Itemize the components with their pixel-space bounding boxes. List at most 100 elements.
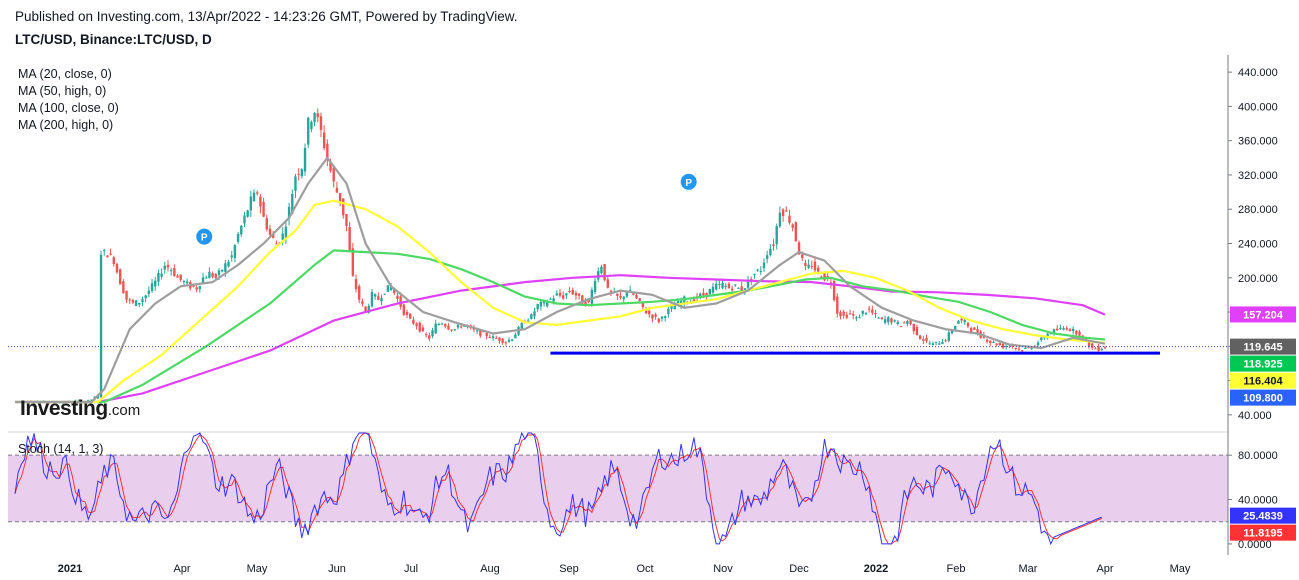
stoch-value-box <box>1230 507 1296 524</box>
candle-body <box>542 300 546 304</box>
candle-body <box>746 280 750 288</box>
candle-body <box>899 326 903 328</box>
candle-body <box>772 244 775 246</box>
candle-body <box>440 323 444 325</box>
y-tick-label: 40.000 <box>1238 410 1272 422</box>
price-label: 157.204 <box>1243 309 1284 321</box>
x-tick-label: Aug <box>480 563 500 575</box>
candle-body <box>950 330 954 334</box>
y-tick-label: 240.000 <box>1238 239 1278 251</box>
candle-body <box>252 192 256 202</box>
candle-body <box>418 322 421 332</box>
x-tick-label: Dec <box>789 563 809 575</box>
candle-body <box>131 300 135 303</box>
candle-body <box>692 299 696 302</box>
candle-body <box>166 264 170 268</box>
ma100-line <box>15 249 1106 404</box>
x-tick-label: 2021 <box>58 563 82 575</box>
candle-body <box>444 324 447 327</box>
candle-body <box>877 317 880 319</box>
candle-body <box>479 329 482 336</box>
candle-body <box>217 270 221 276</box>
candle-body <box>428 335 431 339</box>
x-tick-label: May <box>1170 563 1191 575</box>
candle-body <box>173 268 176 276</box>
candle-body <box>600 266 603 274</box>
candle-body <box>957 320 960 324</box>
ma20-line <box>15 156 1106 404</box>
candle-body <box>284 226 288 238</box>
candle-body <box>823 272 826 281</box>
candle-body <box>138 302 141 305</box>
candle-body <box>890 318 893 323</box>
candle-body <box>338 193 342 203</box>
ma-legend-item-200: MA (200, high, 0) <box>18 118 114 132</box>
candle-body <box>558 292 562 296</box>
candle-body <box>718 283 721 285</box>
candle-body <box>405 312 409 315</box>
candle-body <box>584 300 587 306</box>
candle-body <box>954 325 957 330</box>
stoch-band <box>8 455 1228 522</box>
candle-body <box>861 310 864 314</box>
price-label-box <box>1230 306 1296 323</box>
candle-body <box>208 271 211 279</box>
candle-body <box>845 314 849 318</box>
candle-body <box>412 319 415 324</box>
candle-body <box>737 287 740 289</box>
candle-body <box>224 263 227 272</box>
candle-body <box>1065 328 1068 330</box>
candle-body <box>867 308 871 310</box>
x-tick-label: Jun <box>328 563 346 575</box>
candle-body <box>380 297 383 302</box>
candle-body <box>651 314 654 319</box>
stoch-value-box <box>1230 524 1296 541</box>
candle-body <box>813 261 817 271</box>
candle-body <box>832 280 836 301</box>
candle-body <box>549 298 552 300</box>
candle-body <box>903 322 906 324</box>
candle-body <box>319 116 323 130</box>
candle-body <box>1001 343 1005 348</box>
candle-body <box>635 295 638 299</box>
candle-body <box>243 215 246 224</box>
x-tick-label: May <box>247 563 268 575</box>
candle-body <box>960 318 963 321</box>
candle-body <box>125 290 128 300</box>
price-label: 119.645 <box>1243 342 1282 354</box>
candle-body <box>922 339 925 341</box>
candle-body <box>788 215 791 223</box>
p-marker-icon <box>680 173 697 190</box>
candle-body <box>262 201 265 217</box>
candle-body <box>1052 329 1056 334</box>
candle-body <box>367 305 370 313</box>
stoch-y-tick-label: 40.0000 <box>1238 495 1278 507</box>
candle-body <box>271 234 275 238</box>
candle-body <box>606 279 610 288</box>
stoch-legend: Stoch (14, 1, 3) <box>18 442 104 456</box>
candle-body <box>581 295 584 304</box>
candle-body <box>316 113 319 118</box>
candle-body <box>415 323 418 327</box>
stoch-k-line <box>14 431 1102 546</box>
candle-body <box>507 339 511 342</box>
candle-body <box>871 309 874 313</box>
candle-body <box>169 270 173 272</box>
candle-body <box>778 212 782 227</box>
candle-body <box>1081 335 1084 337</box>
candle-body <box>759 270 762 272</box>
candle-body <box>810 265 813 267</box>
candle-body <box>434 323 437 334</box>
candle-body <box>128 299 131 301</box>
candle-body <box>807 264 810 268</box>
y-tick-label: 360.000 <box>1238 136 1278 148</box>
stoch-value-label: 11.8195 <box>1243 528 1282 540</box>
candle-body <box>938 343 941 345</box>
ma200-line <box>15 274 1106 404</box>
price-pane: PP <box>8 108 1228 433</box>
candle-body <box>160 273 163 277</box>
candle-body <box>995 343 998 346</box>
ma50-line <box>15 199 1106 404</box>
candle-body <box>555 293 559 296</box>
candle-body <box>976 329 979 335</box>
